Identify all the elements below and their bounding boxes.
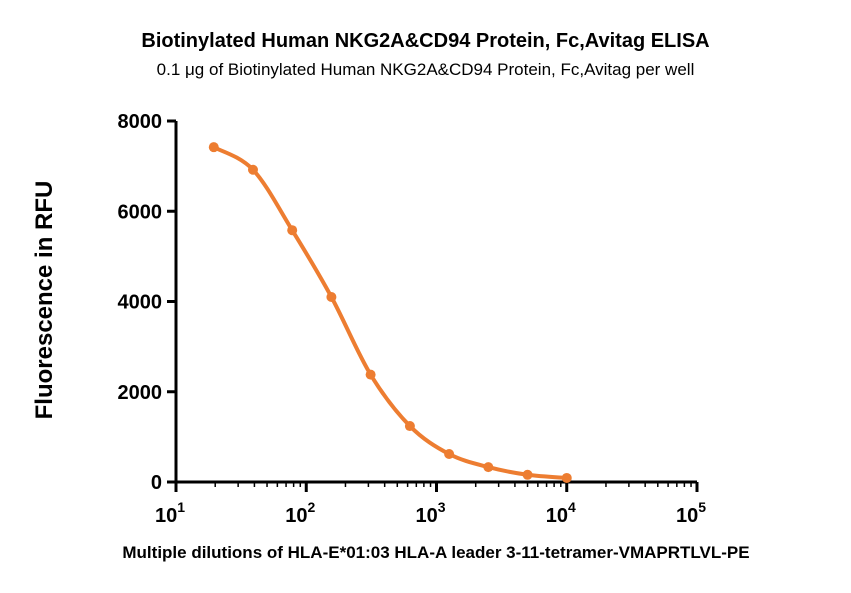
chart-title: Biotinylated Human NKG2A&CD94 Protein, F…	[141, 30, 710, 52]
y-tick-label: 2000	[118, 382, 163, 404]
y-tick-label: 4000	[118, 292, 163, 314]
x-tick-label: 105	[676, 499, 706, 527]
y-tick-label: 6000	[118, 201, 163, 223]
x-ticks: 101 102 103 104 105	[155, 482, 706, 527]
y-tick-label: 8000	[118, 111, 163, 133]
x-tick-label: 102	[285, 499, 315, 527]
y-ticks: 0 2000 4000 6000 8000	[118, 111, 176, 494]
data-point	[247, 164, 258, 175]
data-point	[365, 369, 376, 380]
x-tick-label: 104	[546, 499, 576, 527]
data-point	[561, 472, 572, 483]
chart-subtitle: 0.1 μg of Biotinylated Human NKG2A&CD94 …	[156, 60, 695, 79]
data-point	[444, 449, 455, 460]
series-layer	[208, 142, 572, 483]
x-axis-label: Multiple dilutions of HLA-E*01:03 HLA-A …	[122, 543, 749, 562]
data-point	[404, 421, 415, 432]
data-point	[208, 142, 219, 153]
data-point	[287, 225, 298, 236]
x-tick-label: 101	[155, 499, 185, 527]
data-point	[483, 462, 494, 473]
series-line	[211, 145, 569, 480]
y-axis-label: Fluorescence in RFU	[31, 181, 58, 420]
data-point	[522, 469, 533, 480]
chart-axes	[174, 121, 697, 484]
x-tick-label: 103	[415, 499, 445, 527]
data-point	[326, 291, 337, 302]
y-tick-label: 0	[151, 472, 162, 494]
